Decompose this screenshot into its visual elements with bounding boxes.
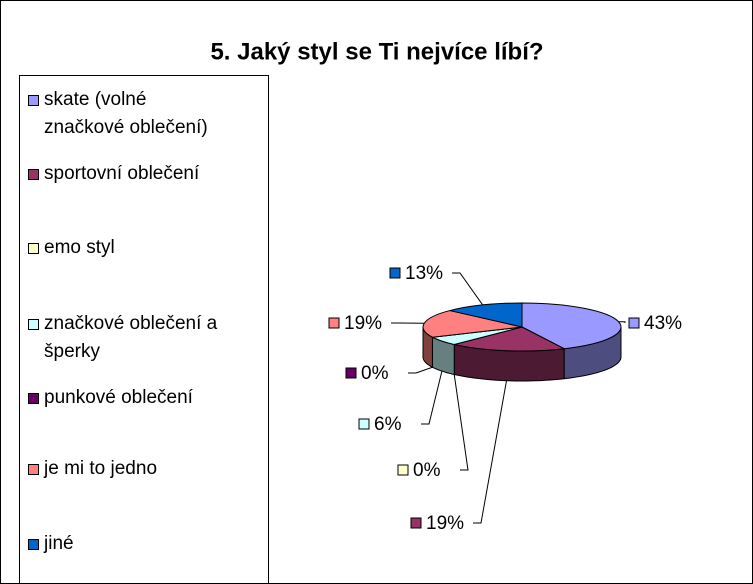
legend-label: je mi to jedno <box>44 458 158 479</box>
slice <box>454 326 566 352</box>
leader-line <box>473 380 508 524</box>
legend-item: punkové oblečení <box>28 384 224 412</box>
label-swatch <box>389 267 401 279</box>
data-label: 13% <box>405 263 443 284</box>
legend-label: emo styl <box>44 237 115 258</box>
data-label: 43% <box>644 313 682 334</box>
legend-item: sportovní oblečení <box>28 160 224 188</box>
legend-item: skate (volné značkové oblečení) <box>28 86 224 142</box>
data-label: 19% <box>426 513 464 534</box>
legend-item: jiné <box>28 530 224 558</box>
leader-line <box>408 366 433 374</box>
legend-label: sportovní oblečení <box>44 163 200 184</box>
leader-line <box>421 370 443 425</box>
legend-label: jiné <box>44 533 74 554</box>
data-label: 6% <box>374 414 402 435</box>
slice <box>521 302 622 350</box>
legend-swatch <box>28 319 39 330</box>
legend: skate (volné značkové oblečení) sportovní… <box>19 75 269 583</box>
label-swatch <box>328 317 340 329</box>
leader-line <box>618 321 626 323</box>
label-swatch <box>345 367 357 379</box>
legend-label: skate (volné značkové oblečení) <box>44 89 208 138</box>
leader-line <box>453 374 469 471</box>
legend-swatch <box>28 243 39 254</box>
legend-swatch <box>28 95 39 106</box>
data-label: 19% <box>344 313 382 334</box>
label-swatch <box>628 317 640 329</box>
leader-line <box>452 272 484 306</box>
legend-swatch <box>28 464 39 475</box>
legend-item: je mi to jedno <box>28 455 224 483</box>
label-swatch <box>358 418 370 430</box>
legend-label: značkové oblečení a šperky <box>44 313 218 362</box>
legend-swatch <box>28 169 39 180</box>
label-swatch <box>397 464 409 476</box>
data-label: 0% <box>361 363 389 384</box>
slice <box>422 310 523 338</box>
legend-item: značkové oblečení a šperky <box>28 310 224 366</box>
label-swatch <box>410 517 422 529</box>
legend-swatch <box>28 539 39 550</box>
data-label: 0% <box>413 460 441 481</box>
legend-item: emo styl <box>28 234 224 262</box>
legend-swatch <box>28 393 39 404</box>
legend-label: punkové oblečení <box>44 387 193 408</box>
chart-title: 5. Jaký styl se Ti nejvíce líbí? <box>210 38 543 65</box>
